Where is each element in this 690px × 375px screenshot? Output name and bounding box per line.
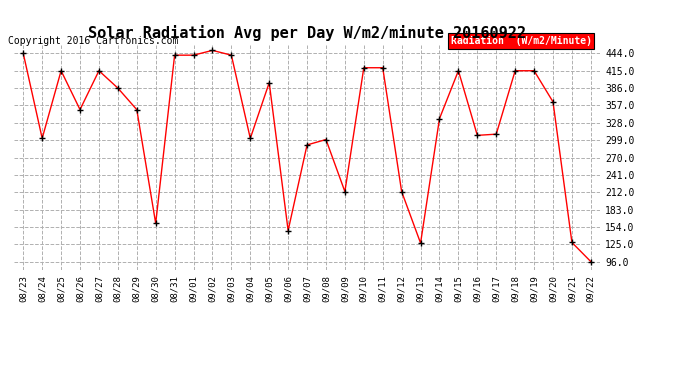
Title: Solar Radiation Avg per Day W/m2/minute 20160922: Solar Radiation Avg per Day W/m2/minute … — [88, 25, 526, 41]
Text: Radiation  (W/m2/Minute): Radiation (W/m2/Minute) — [451, 36, 591, 46]
Text: Copyright 2016 Cartronics.com: Copyright 2016 Cartronics.com — [8, 36, 178, 46]
